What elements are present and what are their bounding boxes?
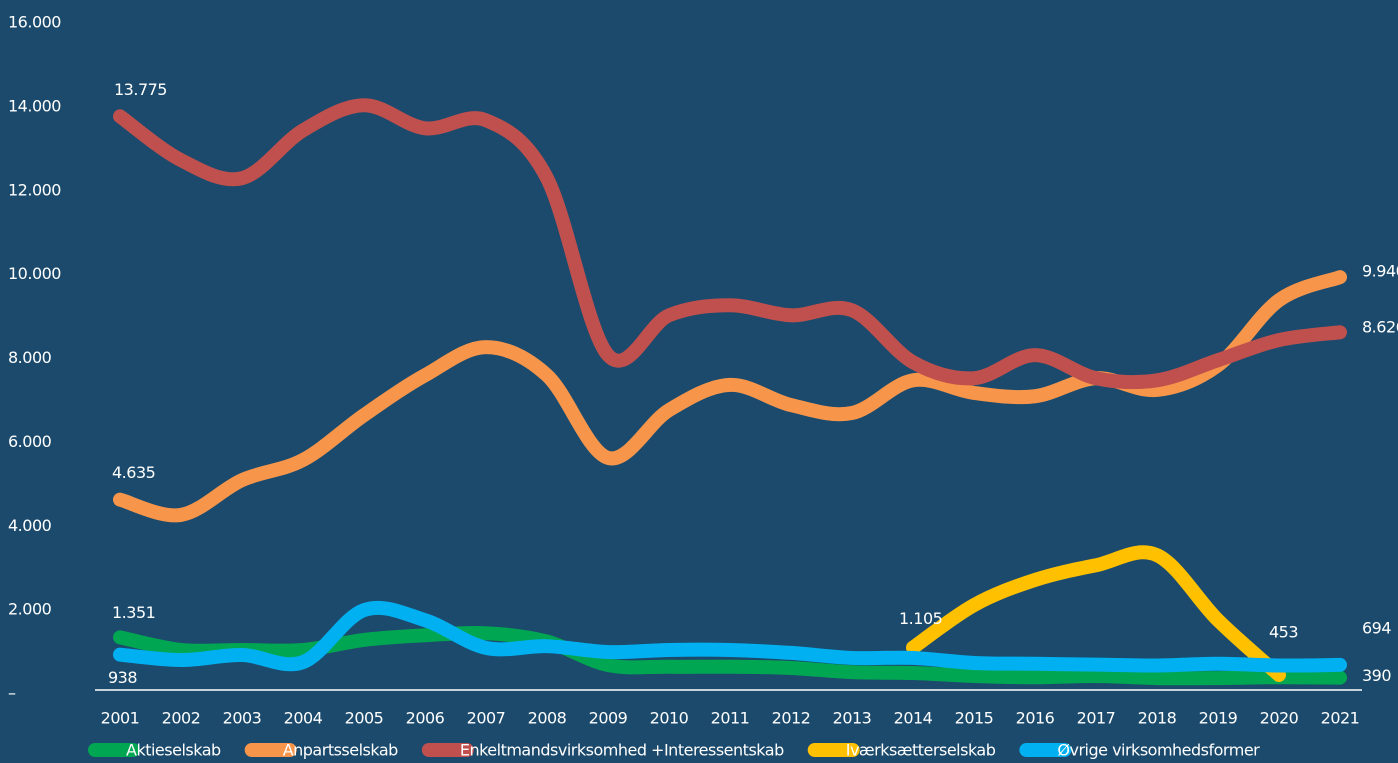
data-label: 13.775 <box>114 80 167 99</box>
x-tick-label: 2007 <box>467 709 506 728</box>
x-tick-label: 2001 <box>101 709 140 728</box>
legend: Aktieselskab Anpartsselskab Enkeltmandsvir… <box>88 741 1261 760</box>
x-tick-label: 2002 <box>162 709 201 728</box>
legend-label: Enkeltmandsvirksomhed +Interessentskab <box>460 741 784 760</box>
legend-swatch <box>421 743 474 757</box>
y-tick-label: 8.000 <box>8 348 52 367</box>
y-tick-label: 2.000 <box>8 600 52 619</box>
y-tick-label: 14.000 <box>8 96 61 115</box>
x-tick-label: 2016 <box>1016 709 1055 728</box>
legend-swatch <box>88 743 140 757</box>
series-line <box>113 270 1347 523</box>
legend-label: Iværksætterselskab <box>846 741 996 760</box>
y-tick-label: 6.000 <box>8 432 52 451</box>
x-tick-label: 2015 <box>955 709 994 728</box>
data-label: 453 <box>1269 623 1298 642</box>
x-tick-label: 2017 <box>1077 709 1116 728</box>
legend-label: Anpartsselskab <box>283 741 398 760</box>
series-line <box>113 98 1347 390</box>
data-label: 694 <box>1362 618 1391 637</box>
x-tick-label: 2008 <box>528 709 567 728</box>
x-tick-label: 2014 <box>894 709 933 728</box>
data-label: 9.940 <box>1362 262 1398 281</box>
series-line <box>906 545 1286 683</box>
data-label: 1.351 <box>112 603 155 622</box>
x-tick-label: 2018 <box>1138 709 1177 728</box>
legend-swatch <box>1019 743 1072 757</box>
y-tick-label: 4.000 <box>8 516 52 535</box>
x-tick-label: 2020 <box>1260 709 1299 728</box>
y-tick-label: – <box>8 684 16 703</box>
x-tick-label: 2021 <box>1321 709 1360 728</box>
x-tick-label: 2005 <box>345 709 384 728</box>
x-tick-label: 2009 <box>589 709 628 728</box>
data-label: 8.626 <box>1362 318 1398 337</box>
x-tick-label: 2019 <box>1199 709 1238 728</box>
x-tick-label: 2004 <box>284 709 323 728</box>
y-tick-label: 16.000 <box>8 13 61 32</box>
data-label: 938 <box>108 668 137 687</box>
y-tick-label: 12.000 <box>8 180 61 199</box>
x-tick-label: 2012 <box>772 709 811 728</box>
x-tick-label: 2006 <box>406 709 445 728</box>
x-tick-label: 2003 <box>223 709 262 728</box>
legend-label: Aktieselskab <box>126 741 221 760</box>
series-line <box>113 600 1347 673</box>
x-tick-label: 2010 <box>650 709 689 728</box>
legend-label: Øvrige virksomhedsformer <box>1057 741 1260 760</box>
data-label: 1.105 <box>899 609 942 628</box>
data-label: 390 <box>1362 666 1391 685</box>
legend-swatch <box>244 743 297 757</box>
y-tick-label: 10.000 <box>8 264 61 283</box>
data-label: 4.635 <box>112 463 155 482</box>
x-tick-label: 2011 <box>711 709 750 728</box>
x-tick-label: 2013 <box>833 709 872 728</box>
legend-swatch <box>807 743 860 757</box>
